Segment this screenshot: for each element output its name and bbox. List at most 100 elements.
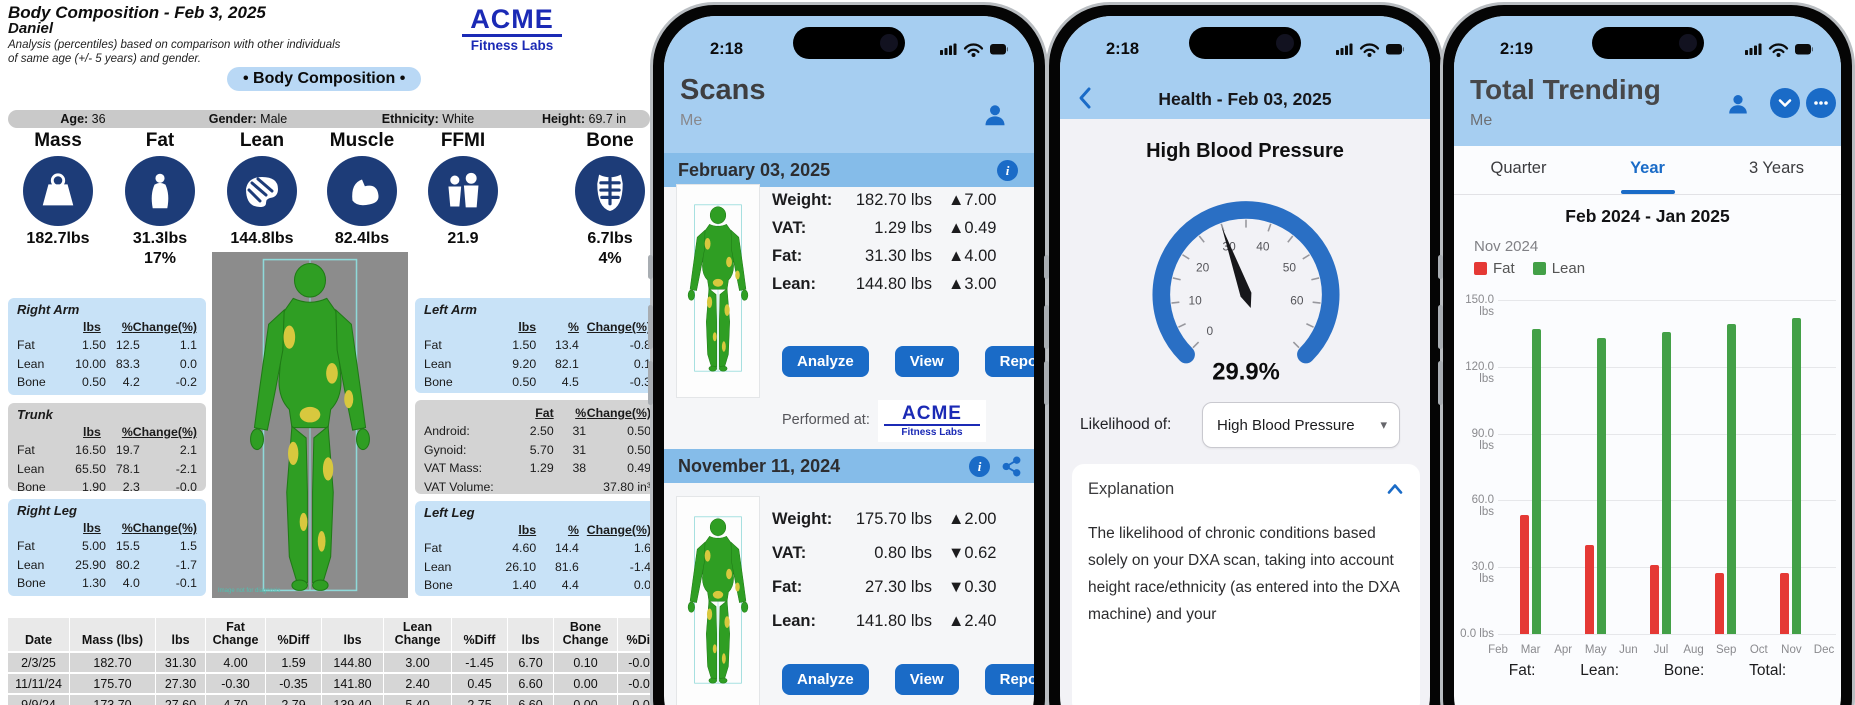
history-cell: -1.45 <box>452 651 508 672</box>
scan-thumbnail[interactable] <box>676 496 760 705</box>
tab-3years[interactable]: 3 Years <box>1748 159 1805 177</box>
metric-row: VAT: 1.29 lbs ▲0.49 <box>772 214 1024 242</box>
status-icons <box>1745 41 1813 57</box>
footer-bone: Bone: <box>1663 662 1705 679</box>
gauge-tick-label: 40 <box>1256 239 1270 253</box>
view-button[interactable]: View <box>894 346 959 377</box>
region-row: Lean 26.10 81.6 -1.4 <box>424 559 651 574</box>
region-row: Fat 16.50 19.7 2.1 <box>17 443 197 458</box>
stat-value: 31.3lbs <box>132 230 188 247</box>
history-cell: 6.70 <box>508 651 554 672</box>
region-col-header: lbs <box>83 425 101 439</box>
acme-logo: ACME Fitness Labs <box>462 6 562 53</box>
volume-up-button[interactable] <box>648 305 653 349</box>
region-col-header: Change(%) <box>132 521 197 535</box>
region-title: Left Arm <box>424 302 477 317</box>
report-button[interactable]: Report <box>984 664 1034 695</box>
gauge-tick <box>1302 254 1310 260</box>
vat-col-header: % <box>575 406 587 420</box>
gauge-tick-label: 60 <box>1290 293 1304 307</box>
gauge-tick <box>1220 223 1225 232</box>
trending-screen[interactable]: 2:19 Total Trending Me Quarter Year 3 Ye… <box>1454 16 1841 705</box>
history-cell: 182.70 <box>70 651 156 672</box>
legend-swatch <box>1532 262 1546 275</box>
bar-fat-sep[interactable] <box>1715 572 1725 634</box>
history-cell: 4.00 <box>206 651 266 672</box>
region-col-header: % <box>121 320 133 334</box>
bar-lean-nov[interactable] <box>1792 318 1802 634</box>
tab-bar: Quarter Year 3 Years <box>1454 146 1841 195</box>
likelihood-dropdown[interactable]: High Blood Pressure ▾ <box>1202 402 1400 448</box>
mute-switch[interactable] <box>648 255 653 279</box>
bar-lean-may[interactable] <box>1596 337 1606 634</box>
explanation-text: The likelihood of chronic conditions bas… <box>1088 525 1400 623</box>
x-axis-label: Mar <box>1520 644 1541 656</box>
info-icon[interactable]: i <box>997 160 1018 181</box>
health-screen[interactable]: 2:18 Health - Feb 03, 2025 High Blood Pr… <box>1060 16 1430 705</box>
back-chevron-icon[interactable] <box>1078 86 1092 110</box>
region-header-row: lbs% Change(%) <box>17 423 197 441</box>
y-axis-label: 120.0 lbs <box>1465 360 1494 385</box>
explanation-card: Explanation The likelihood of chronic co… <box>1072 464 1420 705</box>
region-row: Fat 1.50 12.5 1.1 <box>17 338 197 353</box>
change-indicator: ▲3.00 <box>948 274 997 293</box>
region-col-header: lbs <box>83 320 101 334</box>
history-col-header: %Diff <box>266 618 322 651</box>
info-icon[interactable]: i <box>969 456 990 477</box>
collapse-chevron-icon[interactable] <box>1386 482 1404 496</box>
stat-lean: Lean 144.8lbs 79% <box>216 130 308 269</box>
bar-lean-sep[interactable] <box>1727 323 1737 634</box>
bar-fat-mar[interactable] <box>1519 514 1529 634</box>
x-axis-label: Jun <box>1619 644 1638 656</box>
stat-mass: Mass 182.7lbs <box>12 130 104 249</box>
history-col-header: Fat Change <box>206 618 266 651</box>
bar-fat-nov[interactable] <box>1780 573 1790 634</box>
scan-actions: Analyze View Report <box>782 664 1034 695</box>
volume-down-button[interactable] <box>1044 361 1049 405</box>
mute-switch[interactable] <box>1044 255 1049 279</box>
history-cell: 5.40 <box>384 693 452 705</box>
more-options-icon[interactable] <box>1806 88 1836 118</box>
body-figure <box>679 497 757 703</box>
patient-name: Daniel <box>8 20 54 37</box>
bar-fat-jul[interactable] <box>1650 564 1659 634</box>
scans-screen[interactable]: 2:18 Scans Me February 03, 2025 i Weight… <box>664 16 1034 705</box>
body-figure <box>231 257 389 593</box>
region-col-header: lbs <box>518 523 537 537</box>
region-row: Bone 1.30 4.0 -0.1 <box>17 576 197 591</box>
profile-icon[interactable] <box>1726 92 1750 116</box>
report-button[interactable]: Report <box>984 346 1034 377</box>
tab-quarter[interactable]: Quarter <box>1490 159 1547 177</box>
analyze-button[interactable]: Analyze <box>782 664 869 695</box>
stat-label: Fat <box>145 130 175 151</box>
analyze-button[interactable]: Analyze <box>782 346 869 377</box>
bar-fat-may[interactable] <box>1584 544 1594 634</box>
volume-up-button[interactable] <box>1044 305 1049 349</box>
tab-year[interactable]: Year <box>1593 146 1703 194</box>
gauge-tick <box>1292 341 1300 349</box>
mute-switch[interactable] <box>1438 255 1443 279</box>
metric-row: VAT: 0.80 lbs ▼0.62 <box>772 536 1024 570</box>
history-cell: 2.40 <box>384 672 452 693</box>
history-col-header: %Diff <box>452 618 508 651</box>
view-button[interactable]: View <box>894 664 959 695</box>
volume-up-button[interactable] <box>1438 305 1443 349</box>
bar-lean-mar[interactable] <box>1531 328 1541 634</box>
region-row: Fat 5.00 15.5 1.5 <box>17 539 197 554</box>
collapse-circle-icon[interactable] <box>1770 88 1800 118</box>
region-title: Trunk <box>17 407 53 422</box>
bar-lean-jul[interactable] <box>1662 332 1671 634</box>
volume-down-button[interactable] <box>648 361 653 405</box>
ribcage-icon <box>575 156 645 226</box>
history-cell: 0.00 <box>554 693 618 705</box>
region-col-header: % <box>121 425 133 439</box>
legend-item-fat: Fat <box>1474 260 1515 277</box>
y-axis-label: 60.0 lbs <box>1471 494 1494 519</box>
scan-thumbnail[interactable] <box>676 184 760 398</box>
y-axis-label: 30.0 lbs <box>1471 561 1494 586</box>
vat-col-header: Fat <box>535 406 554 420</box>
volume-down-button[interactable] <box>1438 361 1443 405</box>
share-icon[interactable] <box>1001 456 1022 477</box>
profile-icon[interactable] <box>982 102 1008 128</box>
change-indicator: ▲4.00 <box>948 246 997 265</box>
